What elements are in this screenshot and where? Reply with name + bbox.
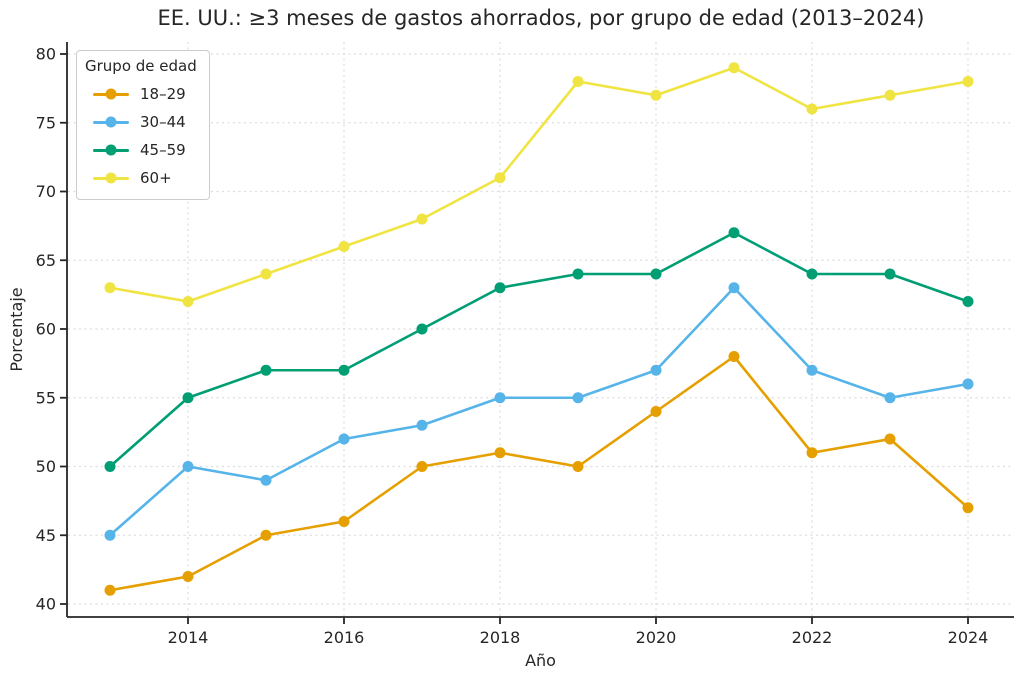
point-45-59-2019 xyxy=(572,268,584,280)
legend-label: 30–44 xyxy=(140,112,186,131)
point-60-2016 xyxy=(338,241,350,252)
legend-title: Grupo de edad xyxy=(85,57,197,75)
point-60-2021 xyxy=(728,62,740,74)
point-60-2023 xyxy=(884,89,896,101)
point-18-29-2020 xyxy=(650,406,662,417)
point-60-2015 xyxy=(260,268,272,280)
point-30-44-2023 xyxy=(884,392,896,404)
line-60 xyxy=(108,66,970,303)
point-60-2017 xyxy=(416,213,428,225)
point-30-44-2013 xyxy=(104,529,116,541)
y-tick-label-65: 65 xyxy=(36,251,56,270)
y-tick-label-55: 55 xyxy=(36,388,56,407)
point-60-2022 xyxy=(806,103,818,115)
point-60-2013 xyxy=(104,282,116,294)
legend: Grupo de edad 18–29 30–44 45–59 60+ xyxy=(76,50,210,200)
point-18-29-2014 xyxy=(182,571,194,582)
point-45-59-2020 xyxy=(650,268,662,280)
legend-item-60plus: 60+ xyxy=(93,164,197,192)
point-60-2019 xyxy=(572,76,584,87)
x-axis-label: Año xyxy=(525,651,556,670)
y-tick-label-50: 50 xyxy=(36,457,56,476)
point-60-2014 xyxy=(182,296,194,307)
point-30-44-2024 xyxy=(962,378,974,390)
point-60-2020 xyxy=(650,89,662,101)
legend-item-30-44: 30–44 xyxy=(93,108,197,136)
point-45-59-2014 xyxy=(182,392,194,404)
legend-item-18-29: 18–29 xyxy=(93,80,197,108)
y-tick-label-45: 45 xyxy=(36,526,56,545)
point-30-44-2019 xyxy=(572,392,584,404)
point-45-59-2021 xyxy=(728,227,740,239)
point-18-29-2017 xyxy=(416,461,428,472)
point-18-29-2022 xyxy=(806,447,818,459)
legend-label: 18–29 xyxy=(140,84,186,103)
legend-label: 60+ xyxy=(140,168,172,187)
point-45-59-2015 xyxy=(260,364,272,376)
point-18-29-2016 xyxy=(338,516,350,527)
point-45-59-2022 xyxy=(806,268,818,280)
legend-line-dot-icon xyxy=(93,176,129,180)
x-tick-label-2016: 2016 xyxy=(324,628,365,647)
point-60-2018 xyxy=(494,172,506,184)
point-18-29-2019 xyxy=(572,461,584,472)
point-30-44-2022 xyxy=(806,364,818,376)
point-30-44-2020 xyxy=(650,364,662,376)
line-18-29 xyxy=(108,355,970,592)
point-18-29-2013 xyxy=(104,584,116,596)
point-30-44-2015 xyxy=(260,474,272,486)
point-18-29-2018 xyxy=(494,447,506,459)
point-45-59-2013 xyxy=(104,461,116,472)
x-tick-label-2022: 2022 xyxy=(792,628,833,647)
point-30-44-2021 xyxy=(728,282,740,294)
chart-title: EE. UU.: ≥3 meses de gastos ahorrados, p… xyxy=(157,6,925,30)
point-18-29-2023 xyxy=(884,433,896,445)
point-45-59-2023 xyxy=(884,268,896,280)
x-tick-label-2024: 2024 xyxy=(948,628,989,647)
y-tick-label-75: 75 xyxy=(36,113,56,132)
y-tick-label-60: 60 xyxy=(36,320,56,339)
x-tick-label-2014: 2014 xyxy=(168,628,209,647)
point-30-44-2016 xyxy=(338,433,350,445)
point-18-29-2021 xyxy=(728,351,740,362)
point-45-59-2024 xyxy=(962,296,974,307)
legend-item-45-59: 45–59 xyxy=(93,136,197,164)
legend-line-dot-icon xyxy=(93,120,129,124)
legend-line-dot-icon xyxy=(93,148,129,152)
line-45-59 xyxy=(108,231,970,468)
point-30-44-2014 xyxy=(182,461,194,472)
x-tick-label-2020: 2020 xyxy=(636,628,677,647)
point-60-2024 xyxy=(962,76,974,87)
point-45-59-2017 xyxy=(416,323,428,335)
line-30-44 xyxy=(108,286,970,537)
legend-label: 45–59 xyxy=(140,140,186,159)
point-45-59-2018 xyxy=(494,282,506,294)
y-tick-label-70: 70 xyxy=(36,182,56,201)
y-tick-label-40: 40 xyxy=(36,595,56,614)
point-18-29-2015 xyxy=(260,529,272,541)
legend-line-dot-icon xyxy=(93,92,129,96)
x-tick-label-2018: 2018 xyxy=(480,628,521,647)
point-18-29-2024 xyxy=(962,502,974,514)
y-tick-label-80: 80 xyxy=(36,45,56,64)
y-axis-label: Porcentaje xyxy=(7,287,26,371)
point-45-59-2016 xyxy=(338,364,350,376)
point-30-44-2018 xyxy=(494,392,506,404)
point-30-44-2017 xyxy=(416,419,428,431)
